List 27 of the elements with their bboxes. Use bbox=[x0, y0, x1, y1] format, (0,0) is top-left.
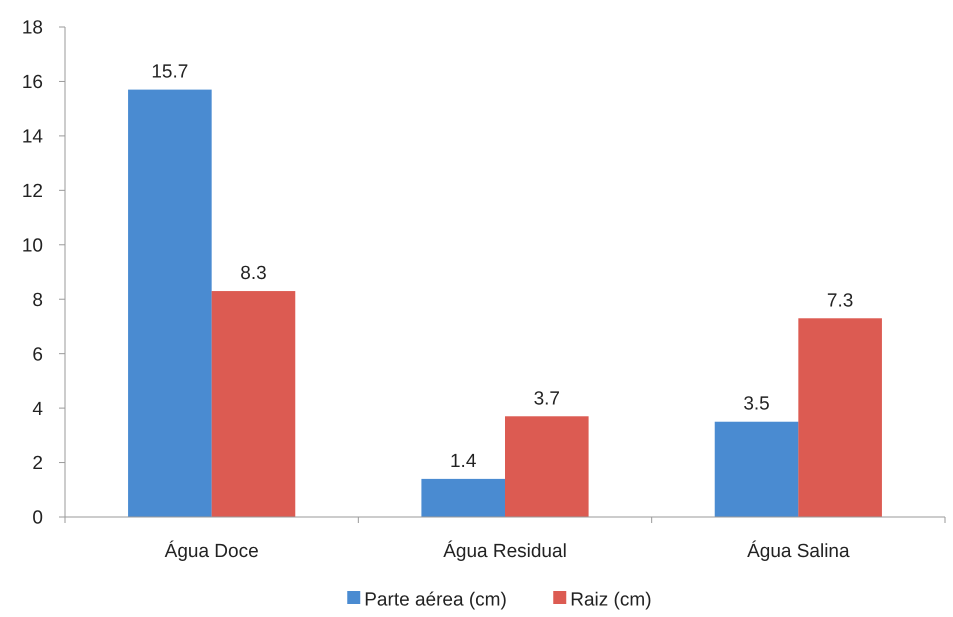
bar bbox=[505, 416, 589, 517]
y-tick-label: 10 bbox=[22, 235, 43, 256]
y-tick-label: 6 bbox=[32, 344, 43, 366]
y-tick-label: 0 bbox=[32, 508, 43, 529]
data-label: 1.4 bbox=[450, 450, 477, 472]
y-tick-label: 12 bbox=[22, 180, 43, 202]
bar bbox=[128, 90, 212, 517]
y-tick-label: 14 bbox=[22, 126, 44, 148]
data-label: 7.3 bbox=[826, 290, 854, 312]
data-label: 8.3 bbox=[240, 263, 267, 284]
x-tick-label: Água Doce bbox=[164, 540, 259, 562]
bar bbox=[798, 318, 882, 517]
data-label: 3.7 bbox=[534, 388, 560, 410]
x-tick-label: Água Salina bbox=[747, 540, 850, 562]
data-label: 3.5 bbox=[743, 394, 770, 415]
legend-label: Parte aérea (cm) bbox=[364, 590, 507, 611]
y-tick-label: 4 bbox=[32, 398, 44, 420]
legend-label: Raiz (cm) bbox=[570, 590, 652, 611]
y-tick-label: 8 bbox=[32, 290, 43, 311]
bar bbox=[714, 422, 798, 517]
bar bbox=[421, 478, 505, 517]
data-label: 15.7 bbox=[151, 62, 188, 83]
bar bbox=[212, 291, 296, 517]
y-tick-label: 18 bbox=[22, 18, 43, 39]
y-tick-label: 16 bbox=[22, 72, 43, 94]
x-tick-label: Água Residual bbox=[443, 540, 567, 562]
y-tick-label: 2 bbox=[32, 453, 43, 474]
